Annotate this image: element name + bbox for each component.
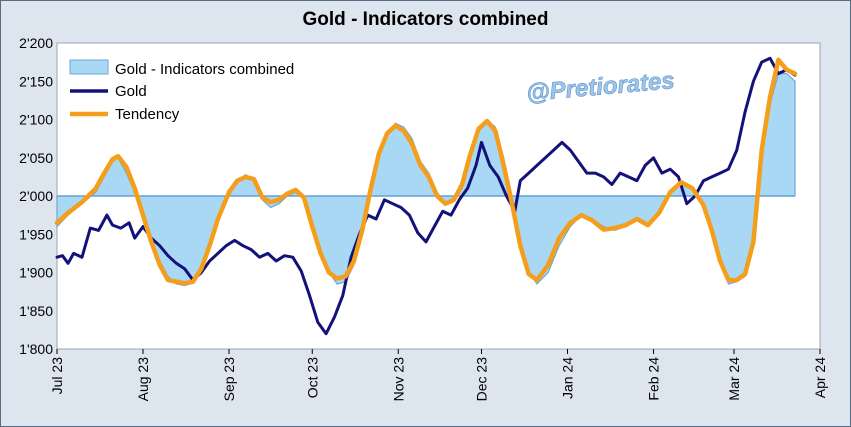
- y-tick-label: 1'850: [19, 303, 53, 319]
- y-tick-label: 1'950: [19, 226, 53, 242]
- legend-label-gold: Gold: [115, 83, 147, 100]
- legend-label-indicators: Gold - Indicators combined: [115, 61, 294, 78]
- y-axis-ticks: 1'800 1'850 1'900 1'950 2'000 2'050 2'100 2'150…: [19, 35, 53, 357]
- y-tick-label: 2'100: [19, 112, 53, 128]
- gold-series: [55, 56, 797, 336]
- legend: Gold - Indicators combined Gold Tendency: [69, 59, 294, 123]
- gold-line: [55, 56, 797, 336]
- x-tick-label: Aug 23: [135, 357, 151, 402]
- x-tick-label: Mar 24: [726, 357, 742, 401]
- y-tick-label: 2'000: [19, 188, 53, 204]
- x-tick-label: Feb 24: [646, 357, 662, 401]
- x-tick-label: Dec 23: [474, 357, 490, 402]
- y-tick-label: 2'150: [19, 73, 53, 89]
- legend-swatch-indicators: [69, 59, 109, 75]
- chart-title: Gold - Indicators combined: [302, 9, 549, 30]
- x-tick-label: Sep 23: [221, 357, 237, 402]
- y-tick-label: 1'900: [19, 265, 53, 281]
- x-tick-label: Jul 23: [49, 357, 65, 395]
- x-tick-label: Nov 23: [390, 357, 406, 402]
- y-tick-label: 2'050: [19, 150, 53, 166]
- y-tick-label: 1'800: [19, 341, 53, 357]
- x-tick-label: Apr 24: [812, 357, 828, 398]
- tendency-line: [54, 57, 798, 286]
- x-axis-ticks: Jul 23 Aug 23 Sep 23 Oct 23 Nov 23 Dec 23 Jan …: [49, 349, 828, 401]
- legend-label-tendency: Tendency: [115, 106, 180, 123]
- tendency-series: [54, 57, 798, 286]
- x-tick-label: Jan 24: [560, 357, 576, 399]
- y-tick-label: 2'200: [19, 35, 53, 51]
- x-tick-label: Oct 23: [304, 357, 320, 398]
